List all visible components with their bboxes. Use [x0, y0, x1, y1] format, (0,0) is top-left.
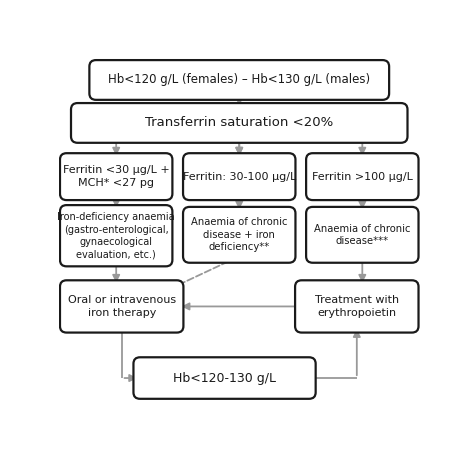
- Text: Hb<120-130 g/L: Hb<120-130 g/L: [173, 372, 276, 385]
- Text: Anaemia of chronic
disease***: Anaemia of chronic disease***: [314, 224, 410, 246]
- FancyBboxPatch shape: [183, 153, 295, 200]
- Text: Ferritin: 30-100 μg/L: Ferritin: 30-100 μg/L: [182, 172, 296, 182]
- FancyBboxPatch shape: [295, 280, 419, 332]
- FancyBboxPatch shape: [90, 60, 389, 100]
- Text: Hb<120 g/L (females) – Hb<130 g/L (males): Hb<120 g/L (females) – Hb<130 g/L (males…: [108, 73, 370, 86]
- FancyBboxPatch shape: [134, 357, 316, 399]
- FancyBboxPatch shape: [183, 207, 295, 263]
- Text: Transferrin saturation <20%: Transferrin saturation <20%: [145, 116, 333, 129]
- Text: Oral or intravenous
iron therapy: Oral or intravenous iron therapy: [68, 295, 176, 318]
- FancyBboxPatch shape: [306, 153, 419, 200]
- FancyBboxPatch shape: [60, 153, 173, 200]
- FancyBboxPatch shape: [60, 205, 173, 266]
- Text: Iron-deficiency anaemia
(gastro-enterological,
gynaecological
evaluation, etc.): Iron-deficiency anaemia (gastro-enterolo…: [57, 212, 175, 259]
- Text: Anaemia of chronic
disease + iron
deficiency**: Anaemia of chronic disease + iron defici…: [191, 218, 288, 252]
- FancyBboxPatch shape: [306, 207, 419, 263]
- Text: Ferritin <30 μg/L +
MCH* <27 pg: Ferritin <30 μg/L + MCH* <27 pg: [63, 166, 170, 188]
- Text: Ferritin >100 μg/L: Ferritin >100 μg/L: [312, 172, 413, 182]
- FancyBboxPatch shape: [71, 103, 408, 143]
- FancyBboxPatch shape: [60, 280, 183, 332]
- Text: Treatment with
erythropoietin: Treatment with erythropoietin: [315, 295, 399, 318]
